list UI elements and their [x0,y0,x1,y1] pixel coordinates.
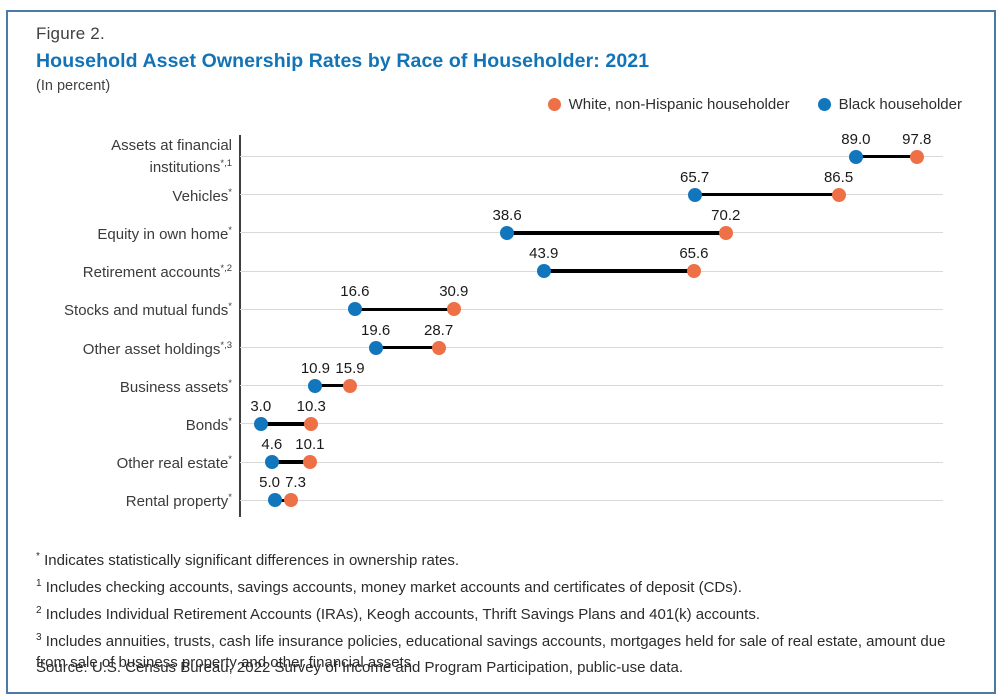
value-label-white: 10.3 [296,397,326,415]
dot-black-householder [500,225,515,240]
value-label-black: 43.9 [529,245,559,263]
category-label: Rental property* [125,492,232,511]
value-label-white: 70.2 [711,206,741,224]
page-title: Household Asset Ownership Rates by Race … [36,50,650,72]
value-label-white: 7.3 [285,474,306,492]
value-label-white: 28.7 [423,321,454,339]
value-label-black: 19.6 [361,321,391,339]
category-label: Retirement accounts*,2 [82,263,232,282]
connector-line [354,307,454,312]
connector-line [271,460,310,464]
value-label-white: 97.8 [902,130,932,148]
dot-black-householder [308,378,323,393]
dot-white-householder [831,187,846,202]
category-label: Business assets* [119,377,232,396]
category-label: Other real estate* [116,454,232,473]
category-label: Assets at financial institutions*,1 [111,136,232,176]
dot-white-householder [446,302,461,317]
dot-white-householder [304,416,319,431]
gridline [240,423,943,425]
legend-dot-icon [817,98,831,111]
legend-label: Black householder [838,96,962,113]
value-label-black: 38.6 [492,206,522,224]
gridline [240,156,943,157]
value-label-white: 65.6 [679,245,709,263]
category-label: Other asset holdings*,3 [82,339,232,358]
dot-black-householder [536,264,551,279]
connector-line [315,383,351,388]
connector-line [274,498,291,503]
connector-line [694,192,839,197]
dot-black-householder [253,416,268,431]
connector-line [855,154,917,159]
category-label: Equity in own home* [97,224,232,243]
dot-black-householder [267,493,282,508]
category-label: Bonds* [185,415,232,434]
dot-white-householder [343,378,358,393]
gridline [240,308,943,310]
footnote: 2 Includes Individual Retirement Account… [36,605,760,623]
gridline [240,461,943,463]
value-label-black: 3.0 [250,397,272,415]
dot-white-householder [718,225,733,240]
dot-black-householder [264,455,279,470]
dot-white-householder [283,493,298,508]
value-label-black: 5.0 [259,474,281,492]
value-label-black: 89.0 [841,130,871,148]
value-label-black: 4.6 [261,436,283,454]
gridline [240,194,943,196]
value-label-black: 16.6 [340,283,370,301]
value-label-black: 10.9 [300,359,331,377]
value-label-white: 15.9 [335,359,365,377]
category-label: Stocks and mutual funds* [64,301,232,320]
value-label-white: 30.9 [439,283,469,301]
legend-item-white: White, non-Hispanic householder [547,96,790,113]
dot-white-householder [302,455,317,470]
dot-black-householder [368,340,383,355]
connector-line [375,345,439,350]
gridline [240,347,943,348]
header: Figure 2. Household Asset Ownership Rate… [36,24,649,94]
legend-item-black: Black householder [817,96,962,113]
dumbbell-chart: Assets at financial institutions*,1 89.0 9… [0,131,1000,519]
dot-white-householder [909,149,924,164]
value-label-black: 65.7 [680,168,710,186]
dot-black-householder [347,302,362,317]
source-note: Source: U.S. Census Bureau, 2022 Survey … [36,659,684,676]
gridline [240,499,943,501]
connector-line [543,269,694,273]
connector-line [260,422,312,426]
legend-dot-icon [547,98,561,111]
dot-black-householder [848,149,863,164]
legend-label: White, non-Hispanic householder [568,96,790,113]
legend: White, non-Hispanic householder Black hou… [547,96,962,113]
dot-white-householder [431,340,446,355]
value-label-white: 86.5 [823,168,854,186]
footnotes: * Indicates statistically significant di… [36,546,964,675]
footnote: 1 Includes checking accounts, savings ac… [36,578,742,596]
dot-black-householder [687,187,702,202]
y-axis-line [239,135,241,517]
figure-subtitle: (In percent) [36,78,111,94]
figure-label: Figure 2. [36,24,105,43]
dot-white-householder [686,264,701,279]
value-label-white: 10.1 [295,436,325,454]
footnote: 3 Includes annuities, trusts, cash life … [36,632,946,671]
footnote: * Indicates statistically significant di… [36,551,459,569]
gridline [240,385,943,387]
category-label: Vehicles* [172,186,232,205]
connector-line [507,231,726,235]
